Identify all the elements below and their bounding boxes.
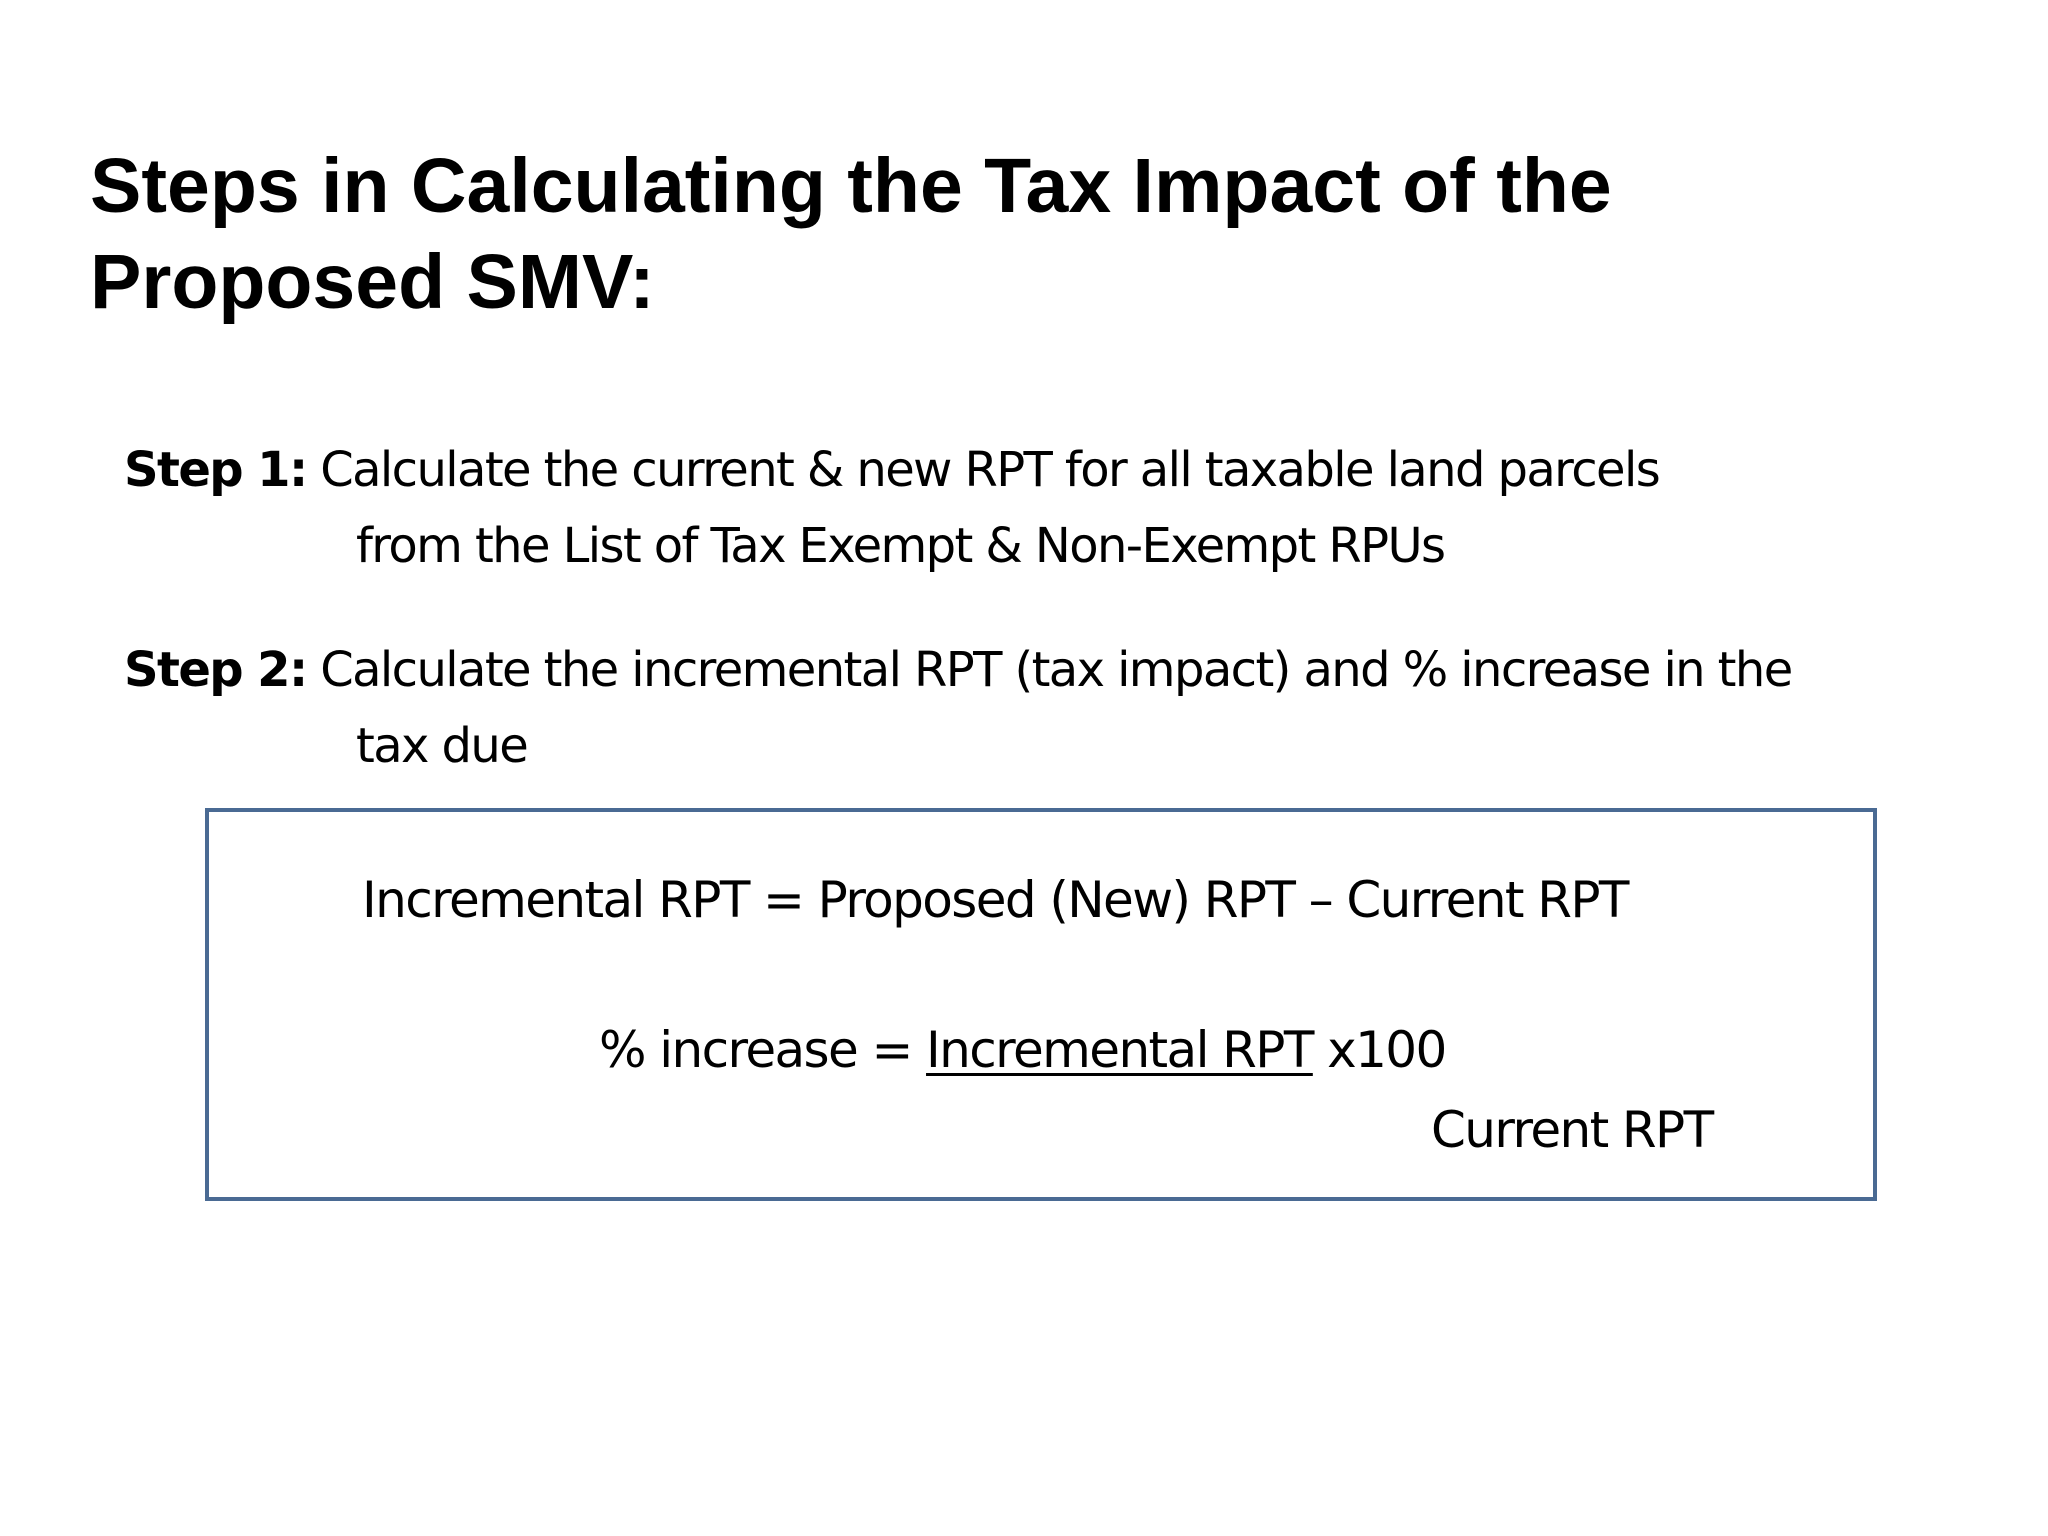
formula-box: Incremental RPT = Proposed (New) RPT – C… xyxy=(205,808,1877,1201)
step-2-text-line-2: tax due xyxy=(356,718,529,774)
step-1-text-line-1: Calculate the current & new RPT for all … xyxy=(306,442,1661,498)
percent-increase-lhs: % increase = xyxy=(599,1021,927,1079)
slide-title-line-1: Steps in Calculating the Tax Impact of t… xyxy=(90,143,1612,229)
percent-increase-denominator: Current RPT xyxy=(1431,1101,1714,1159)
step-1-text-line-2: from the List of Tax Exempt & Non-Exempt… xyxy=(356,518,1446,574)
percent-increase-multiplier: x100 xyxy=(1312,1021,1447,1079)
step-2-text-line-1: Calculate the incremental RPT (tax impac… xyxy=(306,642,1793,698)
step-2-label: Step 2: xyxy=(124,642,308,698)
percent-increase-formula: % increase = Incremental RPT x100 xyxy=(599,1018,1447,1082)
percent-increase-numerator: Incremental RPT xyxy=(926,1021,1314,1079)
incremental-rpt-formula: Incremental RPT = Proposed (New) RPT – C… xyxy=(362,871,1629,929)
slide-title: Steps in Calculating the Tax Impact of t… xyxy=(90,138,1890,330)
step-1-label: Step 1: xyxy=(124,442,308,498)
slide-title-line-2: Proposed SMV: xyxy=(90,239,655,325)
step-1: Step 1: Calculate the current & new RPT … xyxy=(124,432,2004,584)
step-2: Step 2: Calculate the incremental RPT (t… xyxy=(124,632,2004,784)
